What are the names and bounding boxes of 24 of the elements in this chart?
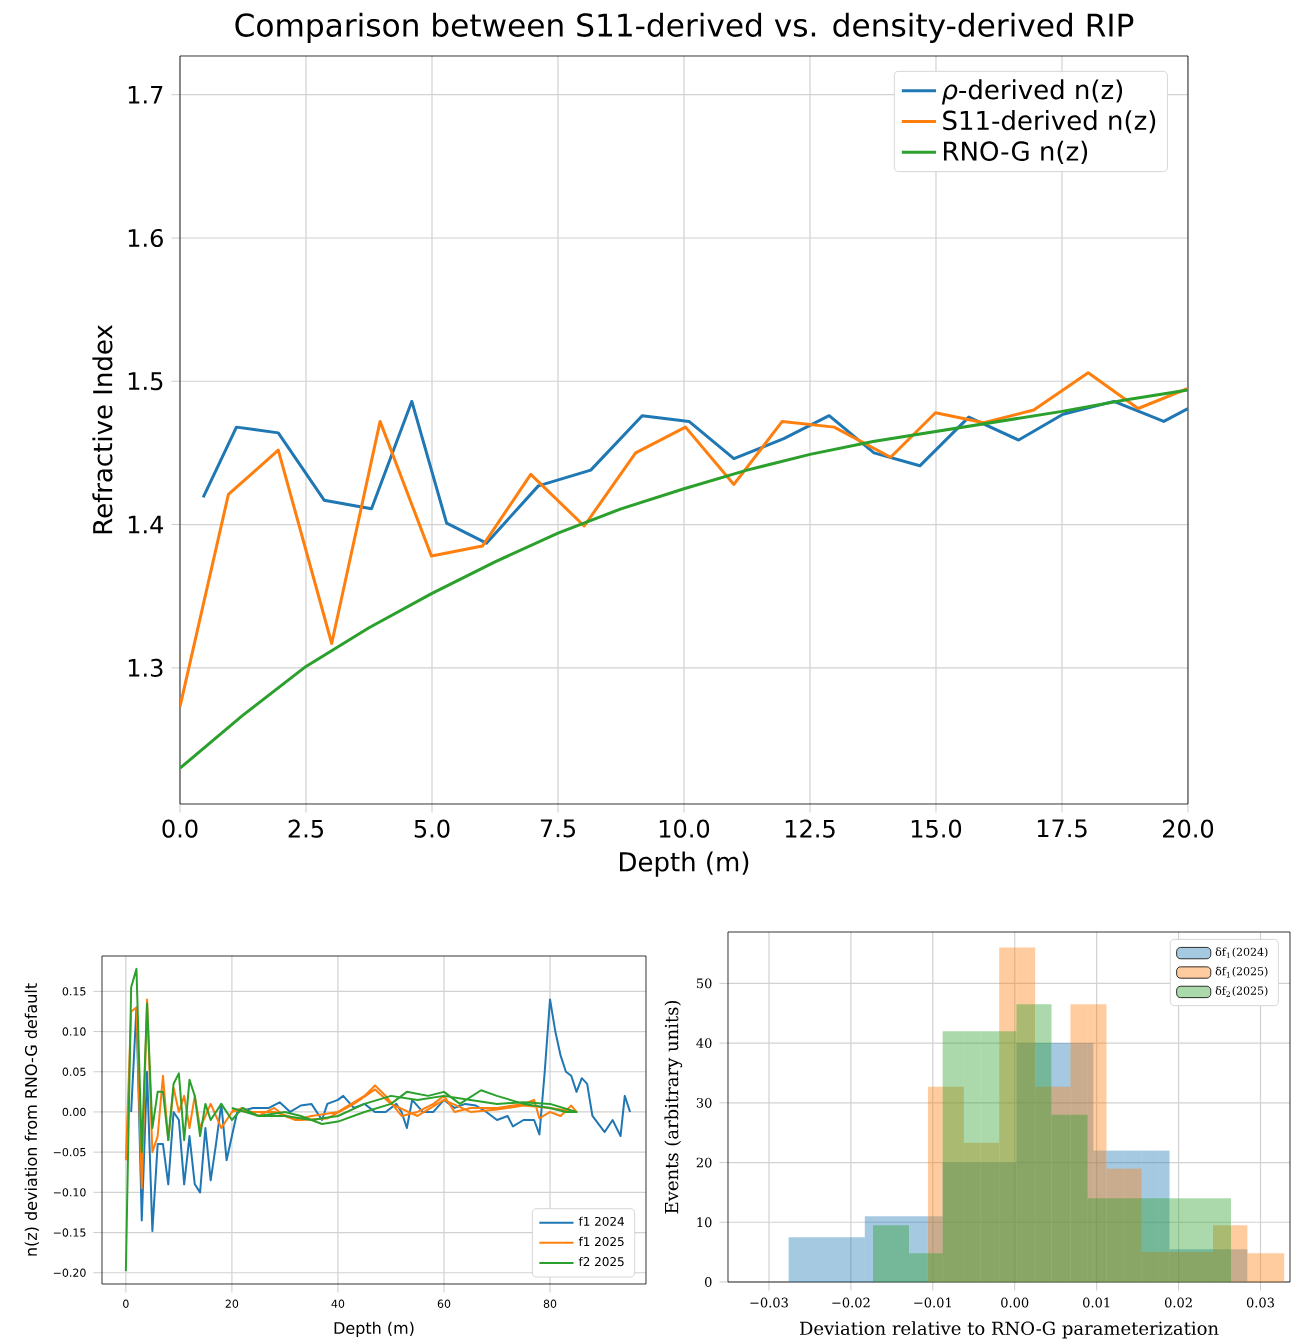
legend-label: S11-derived n(z): [943, 110, 1156, 134]
x-axis-title: Depth (m): [334, 1321, 414, 1338]
y-axis-title: Events (arbitrary units): [664, 1000, 683, 1214]
y-tick-label: 1.4: [128, 515, 164, 534]
y-tick-label: 1.5: [128, 372, 163, 391]
x-tick-label: 12.5: [785, 819, 835, 838]
y-axis-title: Refractive Index: [92, 325, 113, 534]
x-tick-label: 15.0: [911, 819, 962, 838]
y-tick-label: 1.3: [128, 658, 163, 677]
chart-title: Comparison between S11-derived vs. density-derived RIP: [235, 12, 1134, 43]
x-tick-label: 5.0: [414, 819, 450, 838]
y-tick-label: 1.6: [128, 228, 163, 248]
x-axis-title: Depth (m): [619, 851, 749, 877]
x-tick-label: 10.0: [659, 819, 710, 838]
legend-label: ρ-derived n(z): [941, 79, 1123, 105]
x-tick-label: 2.5: [288, 819, 323, 838]
x-tick-label: 17.5: [1037, 819, 1087, 838]
x-tick-label: 0.0: [162, 819, 198, 838]
x-tick-label: 7.5: [540, 819, 575, 838]
x-axis-title: Deviation relative to RNO-G parameterization: [799, 1321, 1219, 1339]
legend-label: RNO-G n(z): [944, 140, 1088, 165]
y-axis-title: n(z) deviation from RNO-G default: [24, 983, 39, 1256]
x-tick-label: 20.0: [1163, 819, 1214, 838]
y-tick-label: 1.7: [128, 85, 163, 104]
